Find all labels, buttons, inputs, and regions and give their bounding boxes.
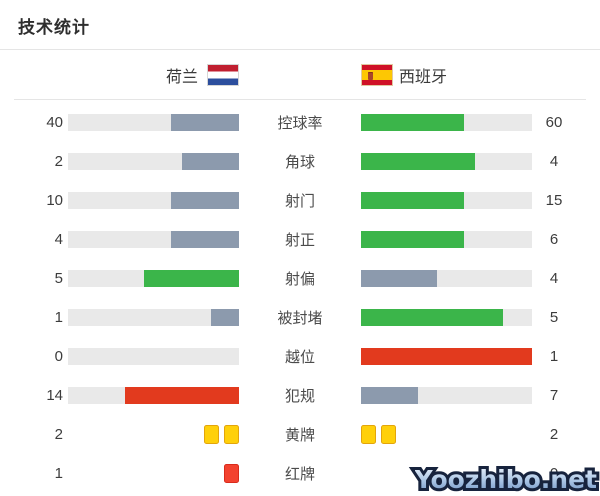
stat-row-shots-off-target: 5 射偏 4 xyxy=(0,259,600,298)
stat-row-fouls: 14 犯规 7 xyxy=(0,376,600,415)
home-bar-fill xyxy=(144,270,239,287)
stat-row-possession: 40 控球率 60 xyxy=(0,103,600,142)
home-bar xyxy=(68,309,239,326)
home-value: 1 xyxy=(54,309,63,326)
home-yellow-cards xyxy=(68,425,239,444)
stats-rows: 40 控球率 60 2 角球 4 10 射门 15 4 射正 6 xyxy=(0,100,600,493)
stat-row-shots: 10 射门 15 xyxy=(0,181,600,220)
stat-row-shots-on-target: 4 射正 6 xyxy=(0,220,600,259)
home-bar-fill xyxy=(170,114,239,131)
yellow-card-icon xyxy=(381,425,396,444)
away-bar xyxy=(361,153,532,170)
netherlands-flag-icon xyxy=(207,63,239,86)
home-value: 14 xyxy=(46,387,63,404)
home-value: 0 xyxy=(54,348,63,365)
away-bar xyxy=(361,114,532,131)
away-bar xyxy=(361,348,532,365)
away-bar xyxy=(361,192,532,209)
spain-flag-emblem-icon xyxy=(368,71,373,80)
away-value: 60 xyxy=(545,114,563,131)
away-bar-fill xyxy=(361,153,475,170)
away-bar xyxy=(361,231,532,248)
stat-label: 被封堵 xyxy=(277,310,323,327)
stat-label: 控球率 xyxy=(277,115,323,132)
stat-label: 黄牌 xyxy=(284,427,315,444)
stat-row-corners: 2 角球 4 xyxy=(0,142,600,181)
away-bar-fill xyxy=(361,192,464,209)
stat-row-yellow-cards: 2 黄牌 2 xyxy=(0,415,600,454)
away-team-name: 西班牙 xyxy=(399,68,448,86)
away-value: 0 xyxy=(537,465,571,482)
home-value: 10 xyxy=(46,192,63,209)
stat-label: 角球 xyxy=(284,154,315,171)
away-team-header: 西班牙 xyxy=(361,63,600,87)
away-bar-fill xyxy=(361,270,437,287)
home-team-header: 荷兰 xyxy=(0,63,239,87)
home-bar xyxy=(68,153,239,170)
away-value: 4 xyxy=(549,270,559,287)
away-bar-fill xyxy=(361,387,418,404)
away-bar xyxy=(361,387,532,404)
away-value: 7 xyxy=(549,387,559,404)
home-bar-fill xyxy=(210,309,239,326)
divider-top xyxy=(0,49,600,50)
away-bar-fill xyxy=(361,231,464,248)
home-value: 5 xyxy=(54,270,63,287)
yellow-card-icon xyxy=(361,425,376,444)
away-value: 15 xyxy=(545,192,563,209)
yellow-card-icon xyxy=(204,425,219,444)
home-bar xyxy=(68,192,239,209)
home-bar xyxy=(68,270,239,287)
away-value: 5 xyxy=(549,309,559,326)
away-yellow-cards xyxy=(361,425,532,444)
yellow-card-icon xyxy=(224,425,239,444)
watermark-text: Yoozhibo.net xyxy=(414,465,597,494)
stat-label: 犯规 xyxy=(284,388,315,405)
stat-label: 红牌 xyxy=(284,466,315,483)
page-title: 技术统计 xyxy=(18,18,90,37)
watermark: Yoozhibo.net Yoozhibo.net xyxy=(412,462,600,496)
away-value: 4 xyxy=(549,153,559,170)
away-value: 1 xyxy=(549,348,559,365)
away-bar xyxy=(361,309,532,326)
away-bar-fill xyxy=(361,309,504,326)
stat-row-blocked: 1 被封堵 5 xyxy=(0,298,600,337)
home-bar xyxy=(68,387,239,404)
home-bar-fill xyxy=(170,192,239,209)
home-bar-fill xyxy=(182,153,239,170)
away-bar-fill xyxy=(361,114,464,131)
home-value: 2 xyxy=(54,153,63,170)
stat-row-offside: 0 越位 1 xyxy=(0,337,600,376)
home-value: 4 xyxy=(54,231,63,248)
home-bar-fill xyxy=(170,231,239,248)
home-bar xyxy=(68,114,239,131)
home-bar xyxy=(68,348,239,365)
stat-label: 射正 xyxy=(284,232,315,249)
away-bar-fill xyxy=(361,348,532,365)
home-value: 40 xyxy=(46,114,63,131)
stat-label: 射门 xyxy=(284,193,315,210)
home-bar xyxy=(68,231,239,248)
home-team-name: 荷兰 xyxy=(165,68,198,86)
home-bar-fill xyxy=(125,387,239,404)
teams-header: 荷兰 西班牙 xyxy=(0,50,600,99)
away-value: 6 xyxy=(549,231,559,248)
home-value: 2 xyxy=(54,426,63,443)
stat-row-red-cards: 1 红牌 0 xyxy=(0,454,600,493)
away-bar xyxy=(361,270,532,287)
watermark-outline: Yoozhibo.net xyxy=(412,462,600,496)
away-value: 2 xyxy=(549,426,559,443)
spain-flag-icon xyxy=(361,63,393,86)
divider-header xyxy=(14,99,586,100)
home-red-cards xyxy=(68,464,239,483)
red-card-icon xyxy=(224,464,239,483)
stat-label: 射偏 xyxy=(284,271,315,288)
home-value: 1 xyxy=(54,465,63,482)
stat-label: 越位 xyxy=(284,349,315,366)
